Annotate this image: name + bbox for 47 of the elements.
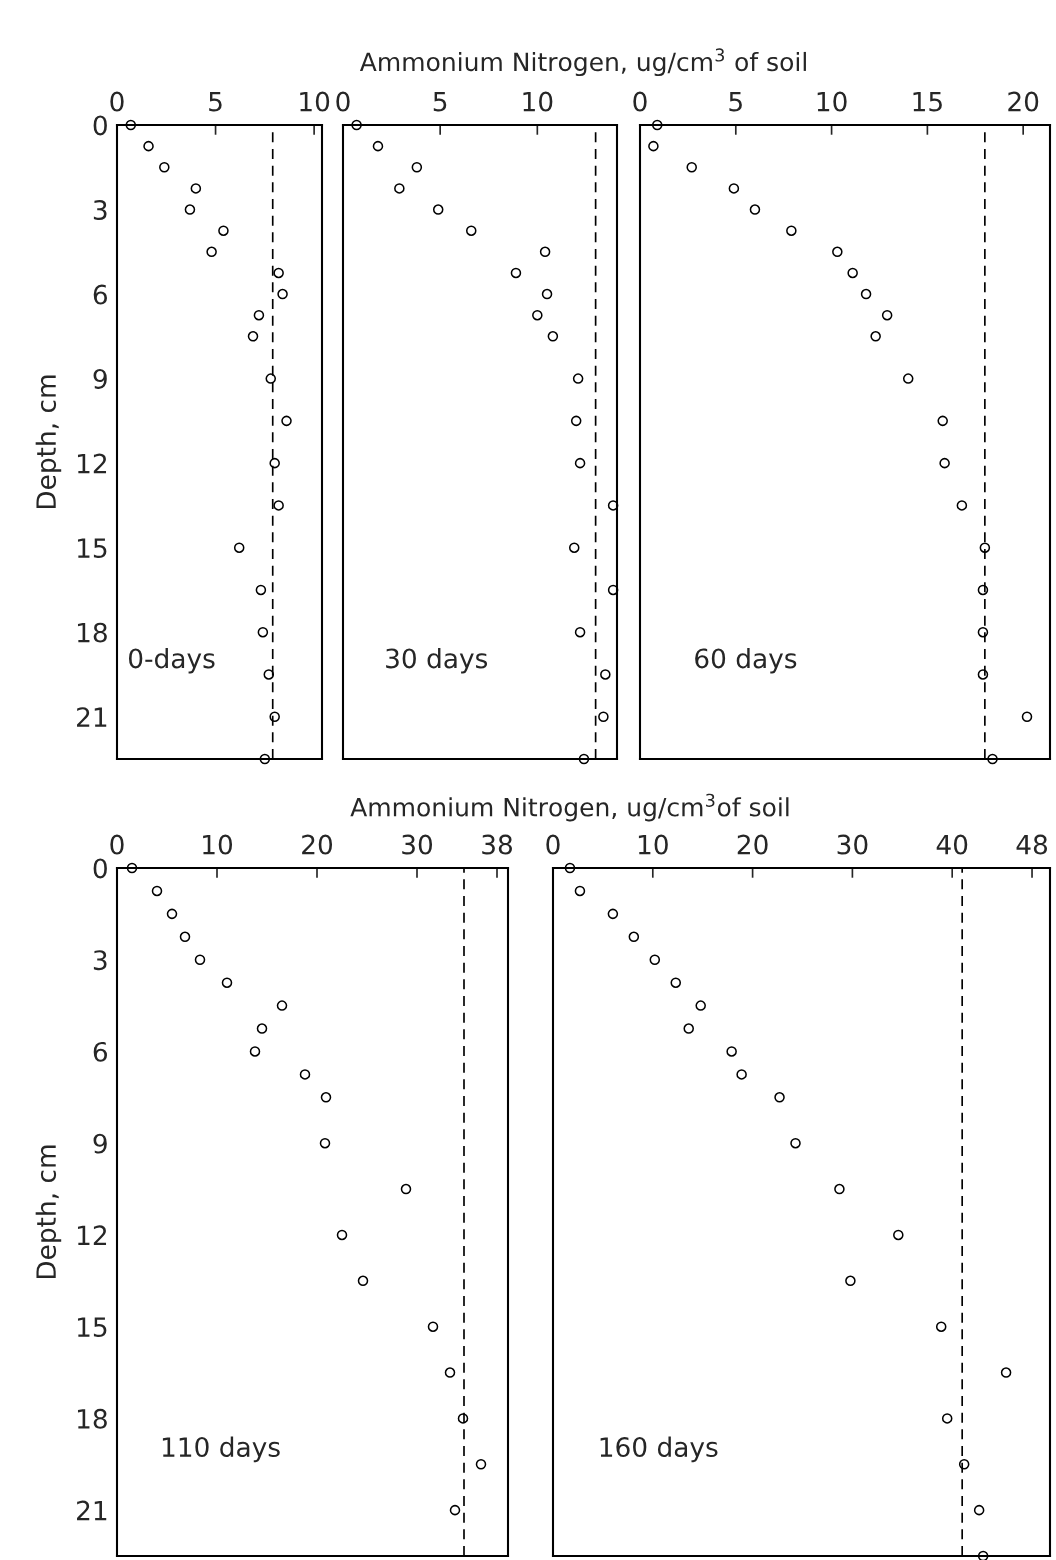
y-tick-label: 9 bbox=[93, 369, 107, 389]
y-tick-label: 3 bbox=[93, 199, 107, 220]
x-tick-label: 20 bbox=[737, 834, 768, 855]
x-tick-label: 38 bbox=[482, 834, 512, 855]
x-tick-label: 20 bbox=[302, 834, 333, 855]
y-tick-label: 6 bbox=[93, 284, 107, 305]
y-tick-label: 18 bbox=[77, 1408, 107, 1429]
y-tick-label: 3 bbox=[93, 950, 107, 971]
y-tick-label: 15 bbox=[77, 538, 107, 559]
y-tick-label: 0 bbox=[93, 858, 107, 879]
x-tick-label: 0 bbox=[336, 91, 350, 112]
x-tick-label: 0 bbox=[110, 91, 124, 112]
x-tick-label: 0 bbox=[633, 91, 647, 112]
x-tick-label: 48 bbox=[1016, 834, 1048, 855]
x-axis-title: Ammonium Nitrogen, ug/cm$^{3}$ of soil bbox=[359, 48, 806, 77]
y-tick-label: 0 bbox=[93, 115, 107, 136]
x-tick-label: 40 bbox=[936, 834, 968, 855]
y-axis-title: Depth, cm bbox=[35, 1145, 62, 1279]
x-tick-label: 0 bbox=[546, 834, 560, 855]
annotation: 60 days bbox=[695, 647, 797, 674]
x-tick-label: 10 bbox=[203, 834, 233, 855]
y-axis-title: Depth, cm bbox=[35, 375, 62, 509]
annotation: 0-days bbox=[128, 647, 215, 674]
x-tick-label: 10 bbox=[638, 834, 668, 855]
annotation: 160 days bbox=[600, 1436, 718, 1463]
annotation: 110 days bbox=[162, 1436, 280, 1463]
annotation: 30 days bbox=[386, 647, 488, 674]
y-tick-label: 18 bbox=[77, 622, 107, 643]
x-tick-label: 30 bbox=[402, 834, 433, 855]
x-axis-title: Ammonium Nitrogen, ug/cm$^{3}$of soil bbox=[350, 793, 789, 822]
x-tick-label: 20 bbox=[1008, 91, 1039, 112]
x-tick-label: 15 bbox=[913, 91, 942, 112]
y-tick-label: 9 bbox=[93, 1133, 107, 1154]
x-tick-label: 5 bbox=[209, 91, 222, 112]
y-tick-label: 15 bbox=[77, 1317, 107, 1338]
y-tick-label: 12 bbox=[77, 1225, 107, 1245]
x-tick-label: 30 bbox=[837, 834, 868, 855]
y-tick-label: 21 bbox=[77, 707, 107, 727]
x-tick-label: 5 bbox=[729, 91, 742, 112]
x-tick-label: 10 bbox=[300, 91, 330, 112]
y-tick-label: 12 bbox=[77, 453, 107, 474]
x-tick-label: 0 bbox=[110, 834, 124, 855]
y-tick-label: 6 bbox=[93, 1041, 107, 1062]
x-tick-label: 10 bbox=[523, 91, 553, 112]
y-tick-label: 21 bbox=[77, 1500, 107, 1521]
x-tick-label: 5 bbox=[433, 91, 447, 112]
x-tick-label: 10 bbox=[817, 91, 847, 112]
